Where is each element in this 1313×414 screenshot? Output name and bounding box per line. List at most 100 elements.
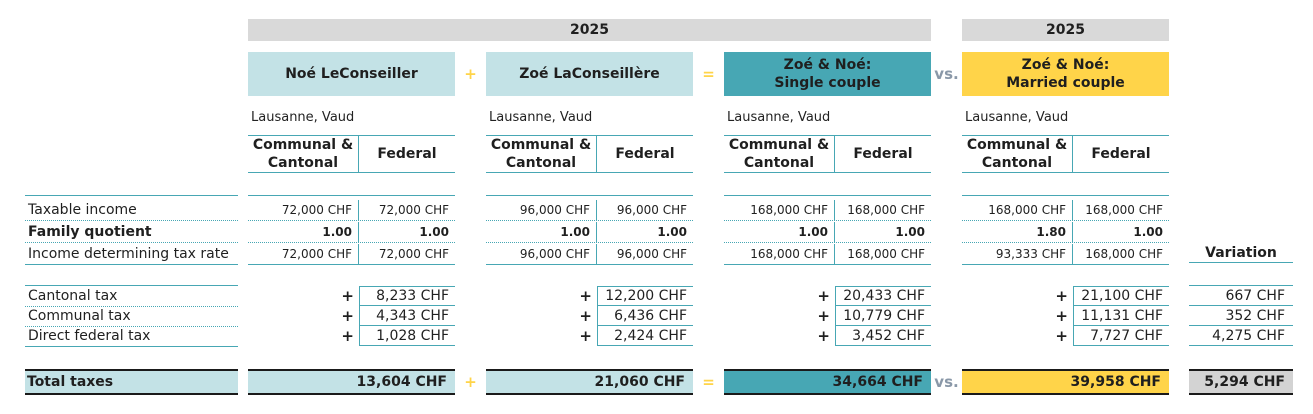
zoe-cantonal-tax: 12,200 CHF [597,286,693,306]
divider [25,346,238,347]
married-total: 39,958 CHF [962,369,1169,395]
row-divider [486,264,693,265]
col-header-text: Communal & [252,137,354,153]
row-label-family-quotient: Family quotient [28,224,152,240]
col-header-cc: Communal & Cantonal [724,135,835,173]
plus-sign: + [817,327,830,345]
row-divider [962,220,1169,221]
col-header-federal: Federal [835,135,931,173]
row-divider [248,220,455,221]
location-married: Lausanne, Vaud [965,110,1069,125]
single-rate-fed: 168,000 CHF [847,247,925,261]
zoe-total: 21,060 CHF [486,369,693,395]
col-header-cc: Communal & Cantonal [962,135,1073,173]
zoe-taxable-cc: 96,000 CHF [486,200,597,220]
plus-sign: + [341,307,354,325]
plus-operator: + [464,373,477,391]
row-label-federal-tax: Direct federal tax [28,328,151,344]
row-divider [25,242,238,243]
plus-sign: + [817,287,830,305]
person-header-zoe: Zoé LaConseillère [486,52,693,96]
divider [724,195,931,196]
married-taxable-fed: 168,000 CHF [1085,203,1163,217]
col-header-text: Communal & [490,137,592,153]
plus-sign: + [579,307,592,325]
col-header-federal: Federal [359,135,455,173]
location-single: Lausanne, Vaud [727,110,831,125]
single-quot-cc: 1.00 [724,222,835,242]
col-header-cc: Communal & Cantonal [486,135,597,173]
row-divider [25,306,238,307]
row-label-cantonal-tax: Cantonal tax [28,288,118,304]
plus-operator: + [464,65,477,83]
single-communal-tax: 10,779 CHF [835,306,931,326]
row-divider [962,264,1169,265]
person-header-noe: Noé LeConseiller [248,52,455,96]
couple-status: Single couple [774,75,881,91]
noe-federal-tax: 1,028 CHF [359,326,455,346]
noe-communal-tax: 4,343 CHF [359,306,455,326]
col-header-text: Communal & [966,137,1068,153]
noe-total: 13,604 CHF [248,369,455,395]
noe-cantonal-tax: 8,233 CHF [359,286,455,306]
zoe-taxable-fed: 96,000 CHF [616,203,687,217]
variation-communal: 352 CHF [1189,306,1293,326]
row-divider [25,220,238,221]
single-cantonal-tax: 20,433 CHF [835,286,931,306]
equals-operator: = [702,373,715,391]
single-rate-cc: 168,000 CHF [724,244,835,264]
plus-sign: + [817,307,830,325]
plus-sign: + [579,287,592,305]
row-divider [25,264,238,265]
row-divider [486,220,693,221]
row-divider [962,242,1169,243]
row-divider [248,264,455,265]
vs-operator: vs. [934,373,959,391]
single-total: 34,664 CHF [724,369,931,395]
plus-sign: + [1055,327,1068,345]
person-header-married: Zoé & Noé: Married couple [962,52,1169,96]
row-label-rate-income: Income determining tax rate [28,246,229,262]
location-zoe: Lausanne, Vaud [489,110,593,125]
married-taxable-cc: 168,000 CHF [962,200,1073,220]
zoe-quot-fed: 1.00 [657,225,687,239]
single-quot-fed: 1.00 [895,225,925,239]
plus-sign: + [341,287,354,305]
col-header-text: Cantonal [743,155,815,171]
year-header-left: 2025 [248,19,931,41]
zoe-quot-cc: 1.00 [486,222,597,242]
row-label-taxable-income: Taxable income [28,202,137,218]
single-taxable-fed: 168,000 CHF [847,203,925,217]
zoe-federal-tax: 2,424 CHF [597,326,693,346]
divider [25,285,238,286]
row-divider [25,326,238,327]
divider [962,195,1169,196]
col-header-text: Cantonal [505,155,577,171]
year-label: 2025 [570,22,609,38]
person-name: Noé LeConseiller [285,66,418,82]
row-divider [486,242,693,243]
couple-status: Married couple [1006,75,1125,91]
location-noe: Lausanne, Vaud [251,110,355,125]
year-header-right: 2025 [962,19,1169,41]
noe-rate-fed: 72,000 CHF [378,247,449,261]
variation-header: Variation [1189,243,1293,263]
couple-name: Zoé & Noé: [783,57,872,73]
person-name: Zoé LaConseillère [519,66,660,82]
year-label: 2025 [1046,22,1085,38]
married-cantonal-tax: 21,100 CHF [1073,286,1169,306]
divider [486,195,693,196]
married-quot-cc: 1.80 [962,222,1073,242]
col-header-text: Cantonal [981,155,1053,171]
col-header-federal: Federal [597,135,693,173]
divider [25,195,238,196]
col-header-text: Communal & [728,137,830,153]
variation-cantonal: 667 CHF [1189,286,1293,306]
divider [248,195,455,196]
equals-operator: = [702,65,715,83]
total-taxes-label: Total taxes [25,369,238,395]
married-rate-fed: 168,000 CHF [1085,247,1163,261]
col-header-text: Cantonal [267,155,339,171]
row-divider [248,242,455,243]
vs-operator: vs. [934,65,959,83]
